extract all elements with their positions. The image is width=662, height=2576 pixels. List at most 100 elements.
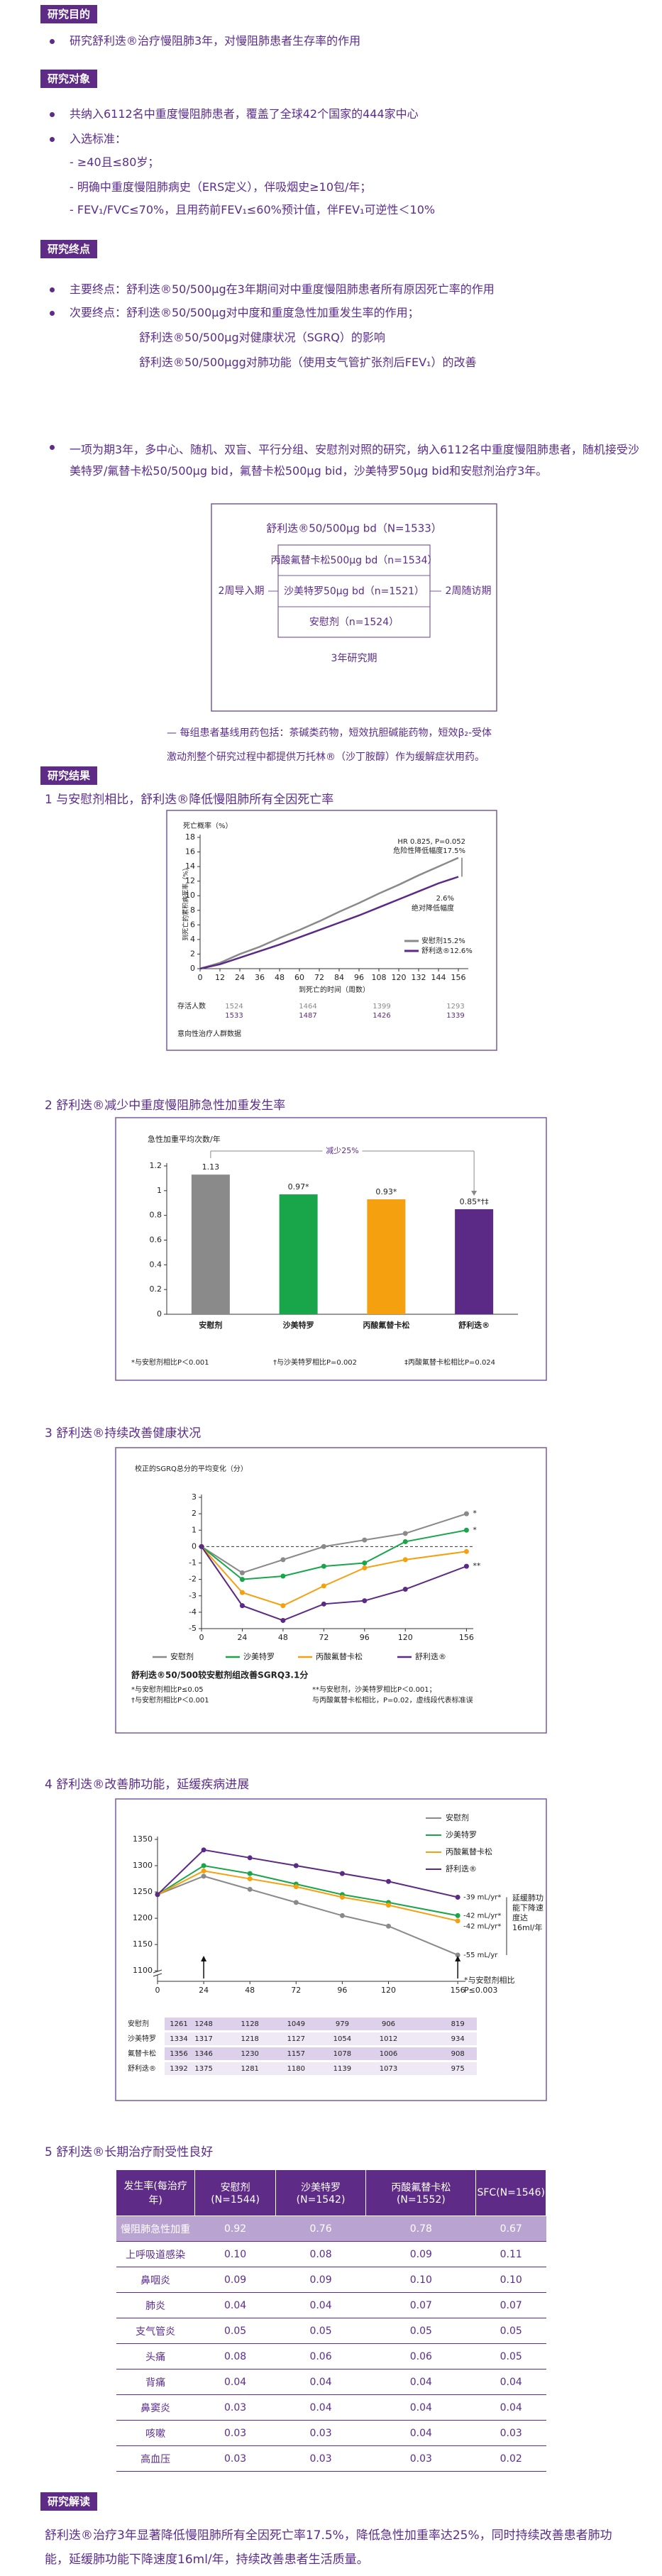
data-point (247, 1855, 253, 1861)
at-risk-count: 1464 (299, 1003, 316, 1011)
y-tick-label: 16 (185, 847, 195, 857)
table-cell: 0.67 (475, 2216, 546, 2242)
text: 入选标准： (70, 132, 127, 145)
at-risk-label: 存活人数 (177, 1001, 206, 1011)
y-tick-label: 1250 (133, 1887, 153, 1896)
section-heading: 研究终点 (40, 240, 98, 258)
table-cell: 0.04 (475, 2394, 546, 2421)
x-tick-label: 144 (431, 973, 446, 982)
text: 研究舒利迭®治疗慢阻肺3年，对慢阻肺患者生存率的作用 (70, 34, 361, 48)
table-cell: 0.04 (194, 2369, 276, 2395)
design-period: 3年研究期 (331, 653, 377, 664)
table-cell: 0.04 (365, 2394, 476, 2421)
text: 舒利迭®50/500μg对健康状况（SGRQ）的影响 (139, 331, 385, 344)
note: — 每组患者基线用药包括：茶碱类药物，短效抗胆碱能药物，短效β₂-受体激动剂整个… (167, 727, 492, 763)
table-cell: 咳嗽 (116, 2420, 195, 2446)
x-tick-label: 48 (275, 973, 285, 982)
x-tick-label: 36 (255, 973, 265, 982)
x-tick-label: 12 (215, 973, 225, 982)
y-tick-label: 8 (190, 906, 195, 915)
series-line (201, 1546, 467, 1607)
data-point (239, 1590, 245, 1595)
count-cell: 1128 (241, 2020, 258, 2028)
table-cell: 0.10 (194, 2241, 276, 2267)
data-point (386, 1923, 391, 1929)
at-risk-count: 1487 (299, 1012, 316, 1020)
series-line (157, 1864, 458, 1917)
table-cell: 0.92 (194, 2216, 276, 2242)
table-cell: 0.04 (475, 2369, 546, 2395)
adverse-events-table: 发生率(每治疗年) 安慰剂(N=1544) 沙美特罗(N=1542) 丙酸氟替卡松(N… (115, 2169, 546, 2472)
count-row-bg (165, 2032, 477, 2045)
data-point (201, 1873, 206, 1879)
table-header-row: 发生率(每治疗年) 安慰剂(N=1544) 沙美特罗(N=1542) 丙酸氟替卡松(N… (115, 2169, 546, 2216)
series-line (157, 1849, 458, 1898)
data-point (362, 1561, 368, 1565)
x-tick-label: 舒利迭® (458, 1320, 490, 1330)
count-cell: 1006 (380, 2050, 397, 2058)
table-cell: 0.11 (475, 2241, 546, 2267)
count-cell: 906 (382, 2020, 395, 2028)
data-point (201, 1847, 206, 1853)
y-tick-label: 6 (190, 920, 195, 929)
footnote: †与安慰剂相比P＜0.001 (131, 1695, 209, 1705)
chart-title: 2 舒利迭®减少中重度慢阻肺急性加重发生率 (45, 1099, 286, 1113)
design-arm: 沙美特罗50μg bd（n=1521） (284, 586, 424, 598)
y-axis-title: 到死亡的累积病死率（%） (182, 864, 190, 941)
data-point (386, 1878, 391, 1884)
y-tick-label: 0 (190, 964, 195, 973)
x-tick-label: 24 (199, 1986, 209, 1995)
data-label: 0.97* (288, 1182, 309, 1191)
table-cell: 0.03 (194, 2445, 276, 2472)
count-cell: 1012 (380, 2035, 397, 2043)
table-header-cell: 安慰剂(N=1544) (194, 2169, 276, 2216)
design-frame (211, 503, 497, 712)
arrow-head (201, 1956, 207, 1961)
count-cell: 975 (451, 2065, 465, 2073)
y-tick-label: -1 (189, 1558, 197, 1568)
chart-title: 4 舒利迭®改善肺功能，延缓疾病进展 (45, 1778, 250, 1792)
data-point (402, 1557, 408, 1563)
table-cell: 鼻窦炎 (116, 2394, 195, 2421)
count-row-label: 沙美特罗 (128, 2034, 156, 2043)
y-tick-label: 1300 (133, 1861, 153, 1870)
table-cell: 0.04 (365, 2420, 476, 2446)
at-risk-count: 1524 (225, 1003, 243, 1011)
annotation: * (473, 1509, 477, 1518)
table-cell: 0.02 (475, 2445, 546, 2472)
table-row: 上呼吸道感染 0.10 0.08 0.09 0.11 (116, 2241, 546, 2267)
count-cell: 979 (336, 2020, 349, 2028)
count-cell: 1392 (170, 2065, 187, 2073)
legend-label: 舒利迭®12.6% (421, 946, 473, 955)
data-point (455, 1912, 460, 1918)
count-cell: 1157 (287, 2050, 305, 2058)
count-cell: 1334 (170, 2035, 187, 2043)
bullet (50, 287, 55, 292)
y-tick-label: 2 (192, 1509, 197, 1518)
data-point (339, 1912, 345, 1918)
footnote: 与丙酸氟替卡松相比，P=0.02，虚线段代表标准误 (312, 1695, 473, 1705)
bar (191, 1174, 230, 1314)
bullet (50, 137, 55, 142)
table-cell: 0.06 (275, 2343, 366, 2369)
count-cell: 1073 (380, 2065, 397, 2073)
legend-label: 丙酸氟替卡松 (316, 1651, 363, 1661)
x-tick-label: 132 (412, 973, 426, 982)
text: - FEV₁/FVC≤70%，且用药前FEV₁≤60%预计值，伴FEV₁可逆性＜… (70, 203, 436, 216)
data-point (201, 1868, 206, 1873)
text: 共纳入6112名中重度慢阻肺患者，覆盖了全球42个国家的444家中心 (70, 107, 419, 121)
chart-frame (115, 1447, 547, 1734)
count-cell: 1356 (170, 2050, 187, 2058)
table-cell: 0.07 (365, 2292, 476, 2318)
x-tick-label: 60 (294, 973, 304, 982)
table-row: 肺炎 0.04 0.04 0.07 0.07 (116, 2292, 546, 2318)
data-point (321, 1563, 326, 1569)
count-cell: 1375 (194, 2065, 212, 2073)
design-arm: 丙酸氟替卡松500μg bd（n=1534） (271, 555, 438, 566)
y-label: 急性加重平均次数/年 (148, 1134, 221, 1144)
x-tick-label: 丙酸氟替卡松 (363, 1320, 409, 1330)
annotation: * (473, 1525, 477, 1534)
x-tick-label: 安慰剂 (199, 1320, 222, 1330)
x-tick-label: 0 (155, 1986, 160, 1995)
chart-frame (115, 1798, 547, 2101)
